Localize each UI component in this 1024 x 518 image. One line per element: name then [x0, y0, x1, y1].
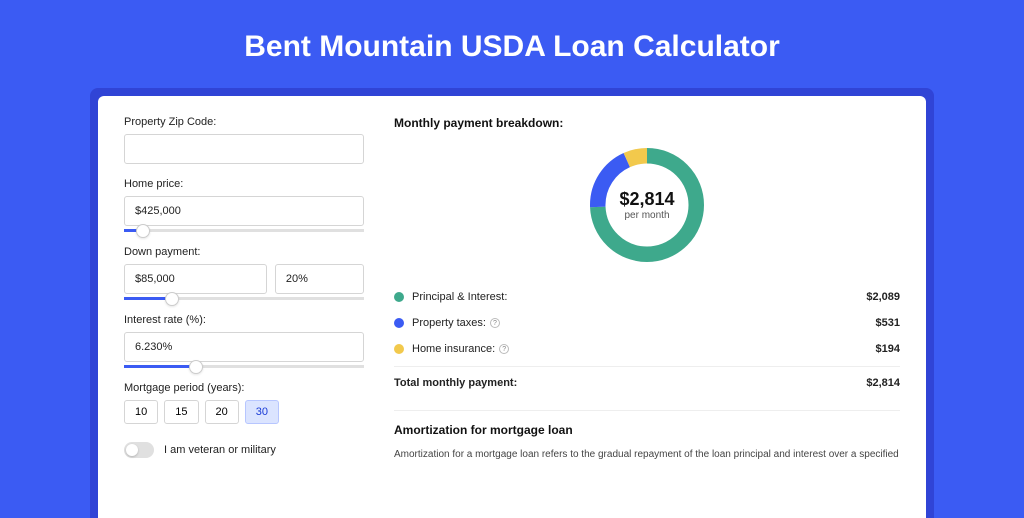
legend-row: Home insurance: ?$194	[394, 336, 900, 362]
period-button-10[interactable]: 10	[124, 400, 158, 424]
zip-field: Property Zip Code:	[124, 116, 364, 164]
info-icon[interactable]: ?	[499, 344, 509, 354]
results-column: Monthly payment breakdown: $2,814 per mo…	[394, 116, 900, 518]
legend-value: $194	[876, 343, 900, 355]
legend-value: $531	[876, 317, 900, 329]
legend-dot-icon	[394, 344, 404, 354]
donut-chart-wrap: $2,814 per month	[394, 140, 900, 270]
period-button-15[interactable]: 15	[164, 400, 198, 424]
home-price-slider-thumb[interactable]	[136, 224, 150, 238]
calculator-panel: Property Zip Code: Home price: Down paym…	[98, 96, 926, 518]
inputs-column: Property Zip Code: Home price: Down paym…	[124, 116, 364, 518]
donut-center: $2,814 per month	[582, 140, 712, 270]
amortization-card: Amortization for mortgage loan Amortizat…	[394, 410, 900, 462]
home-price-field: Home price:	[124, 178, 364, 232]
legend-label: Property taxes: ?	[412, 317, 876, 329]
info-icon[interactable]: ?	[490, 318, 500, 328]
legend: Principal & Interest:$2,089Property taxe…	[394, 284, 900, 362]
breakdown-title: Monthly payment breakdown:	[394, 116, 900, 130]
home-price-input[interactable]	[124, 196, 364, 226]
down-payment-slider-thumb[interactable]	[165, 292, 179, 306]
legend-dot-icon	[394, 292, 404, 302]
interest-rate-input[interactable]	[124, 332, 364, 362]
total-row: Total monthly payment: $2,814	[394, 366, 900, 396]
veteran-label: I am veteran or military	[164, 444, 276, 456]
interest-rate-label: Interest rate (%):	[124, 314, 364, 326]
veteran-toggle-row: I am veteran or military	[124, 442, 364, 458]
legend-value: $2,089	[866, 291, 900, 303]
total-label: Total monthly payment:	[394, 377, 866, 389]
period-button-20[interactable]: 20	[205, 400, 239, 424]
home-price-label: Home price:	[124, 178, 364, 190]
donut-chart: $2,814 per month	[582, 140, 712, 270]
period-button-30[interactable]: 30	[245, 400, 279, 424]
mortgage-period-label: Mortgage period (years):	[124, 382, 364, 394]
down-payment-percent-input[interactable]	[275, 264, 364, 294]
down-payment-slider[interactable]	[124, 297, 364, 300]
interest-rate-slider-thumb[interactable]	[189, 360, 203, 374]
zip-label: Property Zip Code:	[124, 116, 364, 128]
down-payment-label: Down payment:	[124, 246, 364, 258]
amortization-title: Amortization for mortgage loan	[394, 423, 900, 437]
legend-dot-icon	[394, 318, 404, 328]
page-title: Bent Mountain USDA Loan Calculator	[0, 0, 1024, 88]
zip-input[interactable]	[124, 134, 364, 164]
interest-rate-field: Interest rate (%):	[124, 314, 364, 368]
legend-row: Principal & Interest:$2,089	[394, 284, 900, 310]
interest-rate-slider[interactable]	[124, 365, 364, 368]
home-price-slider[interactable]	[124, 229, 364, 232]
mortgage-period-field: Mortgage period (years): 1015 2030	[124, 382, 364, 424]
mortgage-period-buttons: 1015 2030	[124, 400, 364, 424]
donut-center-sub: per month	[624, 210, 669, 221]
amortization-text: Amortization for a mortgage loan refers …	[394, 447, 900, 462]
total-value: $2,814	[866, 377, 900, 389]
veteran-toggle[interactable]	[124, 442, 154, 458]
down-payment-input[interactable]	[124, 264, 267, 294]
panel-border: Property Zip Code: Home price: Down paym…	[90, 88, 934, 518]
legend-label: Principal & Interest:	[412, 291, 866, 303]
donut-center-value: $2,814	[619, 189, 674, 210]
down-payment-field: Down payment:	[124, 246, 364, 300]
legend-row: Property taxes: ?$531	[394, 310, 900, 336]
legend-label: Home insurance: ?	[412, 343, 876, 355]
